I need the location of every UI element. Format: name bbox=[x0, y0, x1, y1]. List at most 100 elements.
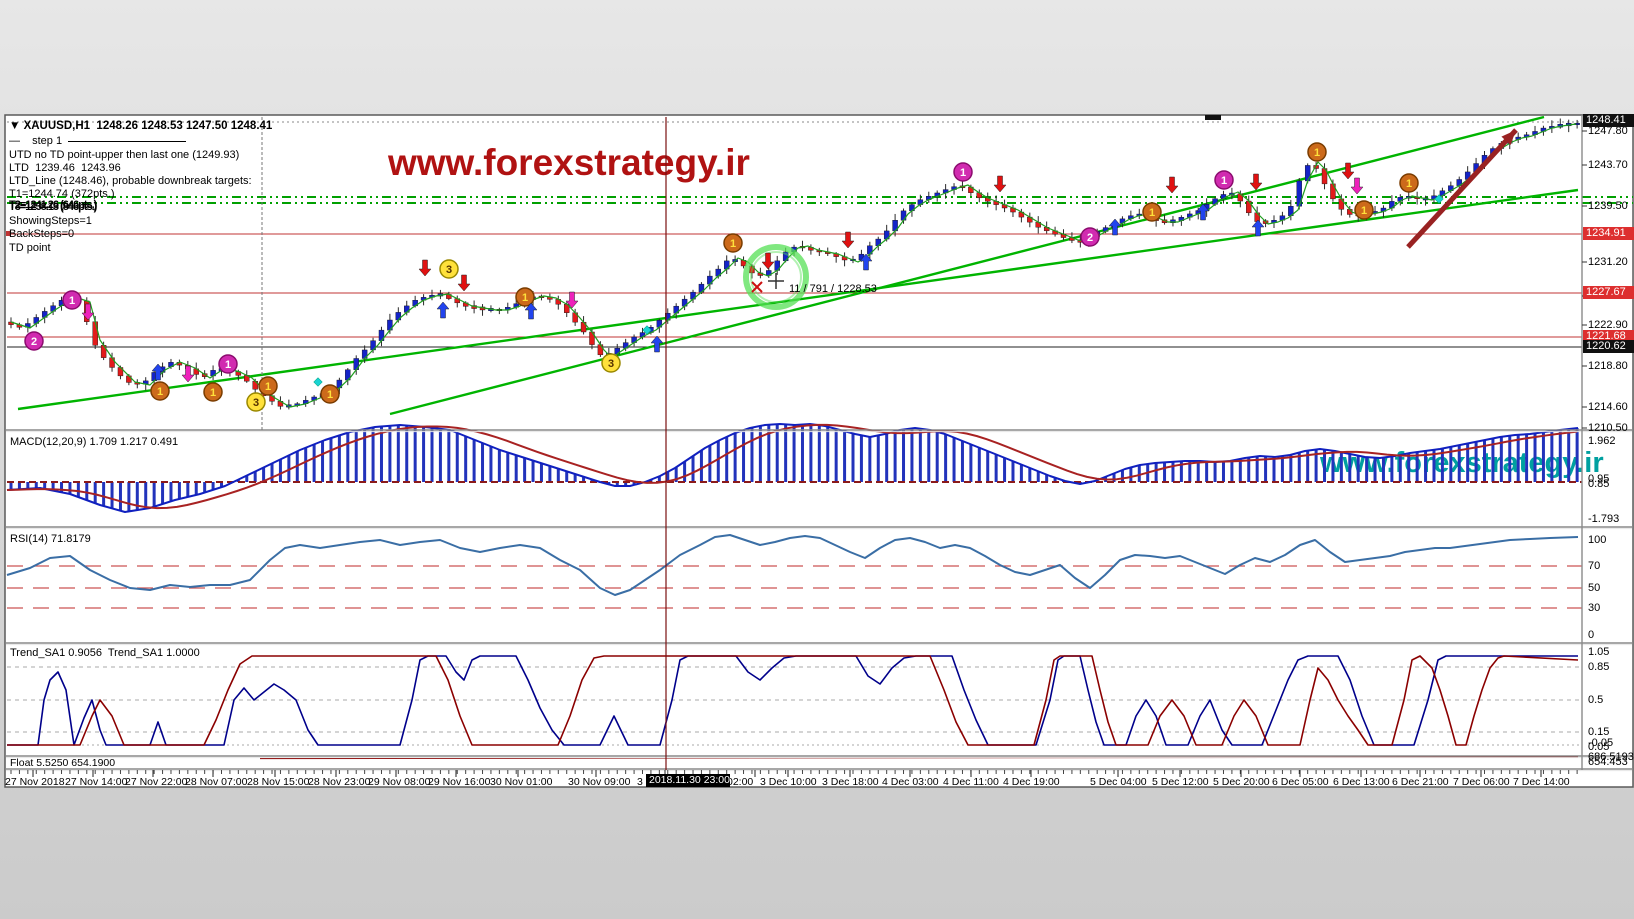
macd-hist-bar bbox=[1297, 452, 1301, 482]
macd-hist-bar bbox=[304, 447, 308, 482]
macd-hist-bar bbox=[152, 482, 156, 507]
marker-number: 3 bbox=[608, 358, 614, 370]
macd-hist-bar bbox=[969, 444, 973, 482]
trend-scale-label: 0.5 bbox=[1588, 694, 1604, 706]
macd-hist-bar bbox=[1432, 449, 1436, 482]
time-label: 5 Dec 12:00 bbox=[1152, 776, 1209, 788]
price-box-label: 1220.62 bbox=[1583, 340, 1634, 353]
macd-hist-bar bbox=[1348, 453, 1352, 482]
info-line-utd: UTD no TD point-upper then last one (124… bbox=[9, 149, 240, 161]
macd-hist-bar bbox=[312, 444, 316, 482]
trend-header: Trend_SA1 0.9056 Trend_SA1 1.0000 bbox=[10, 647, 200, 659]
signal-arrow-up bbox=[1251, 219, 1265, 237]
macd-hist-bar bbox=[893, 431, 897, 482]
macd-hist-bar bbox=[1440, 448, 1444, 482]
macd-hist-bar bbox=[127, 482, 131, 512]
ycircle-number-marker bbox=[439, 259, 459, 279]
macd-hist-bar bbox=[514, 455, 518, 482]
macd-hist-bar bbox=[935, 431, 939, 482]
time-label: 4 Dec 11:00 bbox=[943, 776, 999, 788]
macd-hist-bar bbox=[1356, 455, 1360, 482]
macd-hist-bar bbox=[699, 450, 703, 482]
time-label: 5 Dec 20:00 bbox=[1213, 776, 1270, 788]
trend-scale-label: 1.05 bbox=[1588, 646, 1610, 658]
price-box-label: 1248.41 bbox=[1583, 114, 1634, 127]
marker-number: 1 bbox=[225, 359, 231, 371]
macd-hist-bar bbox=[321, 440, 325, 482]
macd-hist-bar bbox=[472, 439, 476, 482]
time-label: 28 Nov 07:00 bbox=[185, 776, 248, 788]
macd-hist-bar bbox=[539, 463, 543, 482]
window-notch bbox=[1205, 115, 1221, 120]
macd-hist-bar bbox=[1213, 461, 1217, 482]
macd-hist-bar bbox=[683, 461, 687, 482]
symbol-ohlc-line: ▼ XAUUSD,H1 1248.26 1248.53 1247.50 1248… bbox=[9, 120, 272, 132]
time-label: 29 Nov 08:00 bbox=[368, 776, 431, 788]
macd-hist-bar bbox=[455, 432, 459, 482]
macd-hist-bar bbox=[826, 426, 830, 482]
marker-number: 1 bbox=[265, 381, 271, 393]
macd-hist-bar bbox=[1112, 473, 1116, 482]
macd-hist-bar bbox=[1491, 438, 1495, 482]
macd-hist-bar bbox=[1306, 450, 1310, 482]
macd-hist-bar bbox=[220, 482, 223, 488]
rsi-line bbox=[6, 534, 1579, 596]
macd-hist-bar bbox=[1019, 464, 1023, 482]
macd-hist-bar bbox=[1171, 461, 1175, 482]
macd-hist-bar bbox=[388, 425, 392, 482]
macd-hist-bar bbox=[262, 467, 266, 482]
macd-header: MACD(12,20,9) 1.709 1.217 0.491 bbox=[10, 436, 179, 448]
marker-number: 1 bbox=[1314, 147, 1320, 159]
macd-hist-bar bbox=[211, 482, 215, 490]
macd-scale-label: 1.962 bbox=[1588, 435, 1616, 447]
rsi-scale-label: 70 bbox=[1588, 560, 1601, 572]
ycircle-number-marker bbox=[601, 353, 621, 373]
symbol-dropdown-icon[interactable]: ▼ bbox=[9, 120, 24, 132]
hline-handle[interactable] bbox=[6, 231, 11, 236]
ocircle-number-marker bbox=[515, 287, 535, 307]
marker-number: 1 bbox=[69, 295, 75, 307]
macd-hist-bar bbox=[649, 479, 653, 482]
macd-hist-bar bbox=[657, 476, 661, 482]
macd-hist-bar bbox=[253, 471, 257, 482]
highlight-circle-inner bbox=[750, 251, 802, 303]
info-line-t1: T1=1244.74 (372pts.) bbox=[9, 188, 115, 200]
macd-hist-bar bbox=[1567, 429, 1571, 482]
macd-hist-bar bbox=[725, 436, 729, 482]
macd-hist-bar bbox=[1398, 454, 1402, 482]
float-header: Float 5.5250 654.1900 bbox=[10, 757, 116, 769]
macd-hist-bar bbox=[918, 428, 922, 482]
trend-sa1-red bbox=[7, 655, 1579, 746]
time-label: 28 Nov 15:00 bbox=[247, 776, 310, 788]
info-line-t3-garbled: T3=1238.13 (846pts.) bbox=[9, 201, 97, 213]
macd-line bbox=[6, 423, 1579, 513]
candle-body bbox=[395, 312, 402, 321]
macd-hist-bar bbox=[716, 440, 720, 482]
macd-hist-bar bbox=[270, 463, 274, 482]
macd-hist-bar bbox=[363, 429, 367, 482]
price-label: 1231.20 bbox=[1588, 256, 1628, 268]
macd-hist-bar bbox=[1533, 433, 1537, 482]
macd-hist-bar bbox=[17, 482, 21, 490]
info-line-tdpoint: TD point bbox=[9, 242, 51, 254]
macd-hist-bar bbox=[624, 482, 628, 486]
watermark-main: www.forexstrategy.ir bbox=[387, 142, 750, 183]
signal-arrow-up bbox=[436, 301, 450, 319]
price-box-label: 1221.68 bbox=[1583, 330, 1634, 343]
macd-hist-bar bbox=[329, 438, 333, 482]
macd-hist-bar bbox=[93, 482, 97, 504]
macd-hist-bar bbox=[1154, 462, 1158, 482]
time-label: 7 Dec 14:00 bbox=[1513, 776, 1570, 788]
marker-number: 1 bbox=[327, 389, 333, 401]
macd-hist-bar bbox=[1390, 456, 1394, 482]
macd-hist-bar bbox=[489, 446, 493, 482]
macd-hist-bar bbox=[438, 428, 442, 482]
float-scale-label: 686.5193 bbox=[1588, 751, 1634, 763]
macd-hist-bar bbox=[885, 433, 889, 482]
macd-hist-bar bbox=[1550, 431, 1554, 482]
macd-hist-bar bbox=[758, 425, 762, 482]
macd-hist-bar bbox=[1129, 467, 1133, 482]
macd-hist-bar bbox=[1541, 432, 1545, 482]
